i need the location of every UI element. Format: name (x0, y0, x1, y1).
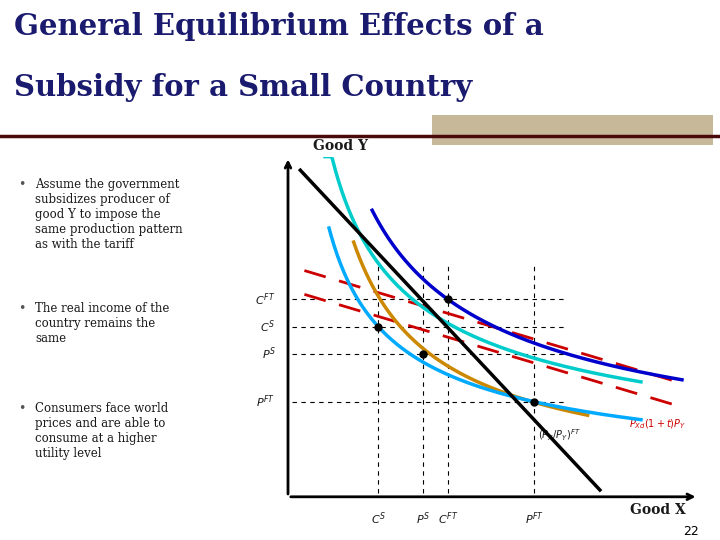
Text: $P^S$: $P^S$ (416, 510, 431, 527)
Text: $C^{FT}$: $C^{FT}$ (438, 510, 458, 527)
Text: $P^S$: $P^S$ (261, 346, 276, 362)
Text: $P^{FT}$: $P^{FT}$ (525, 510, 544, 527)
Text: •: • (19, 402, 26, 415)
Text: General Equilibrium Effects of a: General Equilibrium Effects of a (14, 12, 544, 41)
Text: Assume the government
subsidizes producer of
good Y to impose the
same productio: Assume the government subsidizes produce… (35, 178, 183, 251)
Text: Subsidy for a Small Country: Subsidy for a Small Country (14, 72, 472, 102)
Text: •: • (19, 178, 26, 191)
Text: $C^{FT}$: $C^{FT}$ (256, 291, 276, 308)
Text: •: • (19, 302, 26, 315)
Text: The real income of the
country remains the
same: The real income of the country remains t… (35, 302, 170, 345)
Text: 22: 22 (683, 524, 698, 538)
Text: Consumers face world
prices and are able to
consume at a higher
utility level: Consumers face world prices and are able… (35, 402, 168, 460)
Text: $C^S$: $C^S$ (261, 319, 276, 335)
Text: Good Y: Good Y (312, 139, 368, 153)
Text: Good X: Good X (630, 503, 686, 517)
Text: $C^S$: $C^S$ (371, 510, 386, 527)
Text: $(P_X/P_Y)^{FT}$: $(P_X/P_Y)^{FT}$ (539, 427, 581, 443)
Text: $P_{Xd}(1+t)P_Y$: $P_{Xd}(1+t)P_Y$ (629, 417, 686, 431)
Text: $P^{FT}$: $P^{FT}$ (256, 393, 276, 410)
Bar (432, 115, 713, 145)
